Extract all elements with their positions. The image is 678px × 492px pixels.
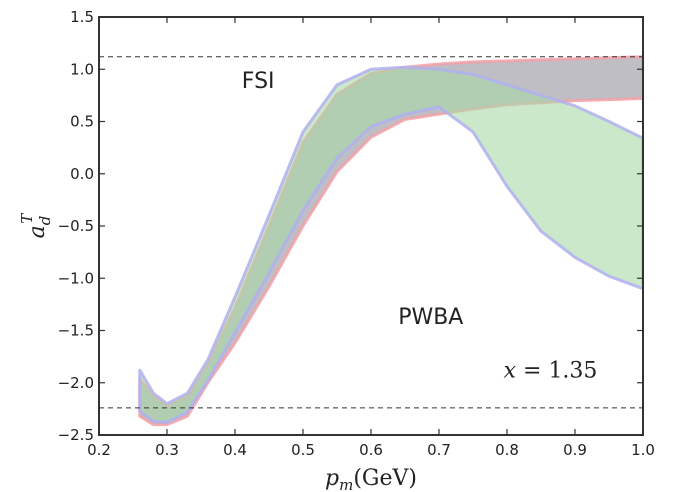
y-tick-label: −0.5 (58, 217, 94, 235)
y-tick-label: 1.5 (70, 8, 94, 26)
x-tick-label: 1.0 (631, 441, 655, 459)
annotation-pwba: PWBA (398, 305, 463, 330)
annotation-x-rel: = (516, 359, 548, 384)
y-tick-label: −2.5 (58, 426, 94, 444)
y-tick-label: −1.5 (58, 322, 94, 340)
y-axis-label-sub: d (36, 216, 54, 226)
x-axis-label-sub: m (339, 476, 353, 492)
annotation-x-val: 1.35 (548, 359, 597, 384)
x-tick-label: 0.9 (563, 441, 587, 459)
x-axis-label-var: p (325, 466, 339, 491)
reference-lines (99, 56, 643, 409)
x-tick-label: 0.7 (427, 441, 451, 459)
band-2 (138, 65, 643, 424)
annotation-x-var: x (504, 359, 517, 384)
bands-layer (138, 55, 643, 427)
y-axis: −2.5 −2.0 −1.5 −1.0 −0.5 0.0 0.5 1.0 1.5 (58, 8, 643, 444)
y-tick-label: 1.0 (70, 60, 94, 78)
y-tick-label: −1.0 (58, 269, 94, 287)
annotation-fsi: FSI (242, 69, 275, 94)
y-axis-label-text: adT (18, 213, 54, 239)
y-tick-label: −2.0 (58, 374, 94, 392)
x-tick-label: 0.3 (155, 441, 179, 459)
y-axis-label-sup: T (18, 213, 36, 224)
annotation-x-value: x = 1.35 (504, 359, 598, 384)
x-tick-label: 0.4 (223, 441, 247, 459)
y-axis-label: adT (18, 213, 54, 239)
y-tick-label: 0.5 (70, 113, 94, 131)
x-axis-label: pm(GeV) (325, 466, 417, 492)
x-tick-label: 0.6 (359, 441, 383, 459)
x-axis: 0.2 0.3 0.4 0.5 0.6 0.7 0.8 0.9 1.0 (87, 17, 655, 459)
x-tick-label: 0.2 (87, 441, 111, 459)
x-tick-label: 0.8 (495, 441, 519, 459)
x-tick-label: 0.5 (291, 441, 315, 459)
y-tick-label: 0.0 (70, 165, 94, 183)
y-axis-label-var: a (25, 225, 50, 238)
x-axis-label-unit: (GeV) (353, 466, 417, 491)
